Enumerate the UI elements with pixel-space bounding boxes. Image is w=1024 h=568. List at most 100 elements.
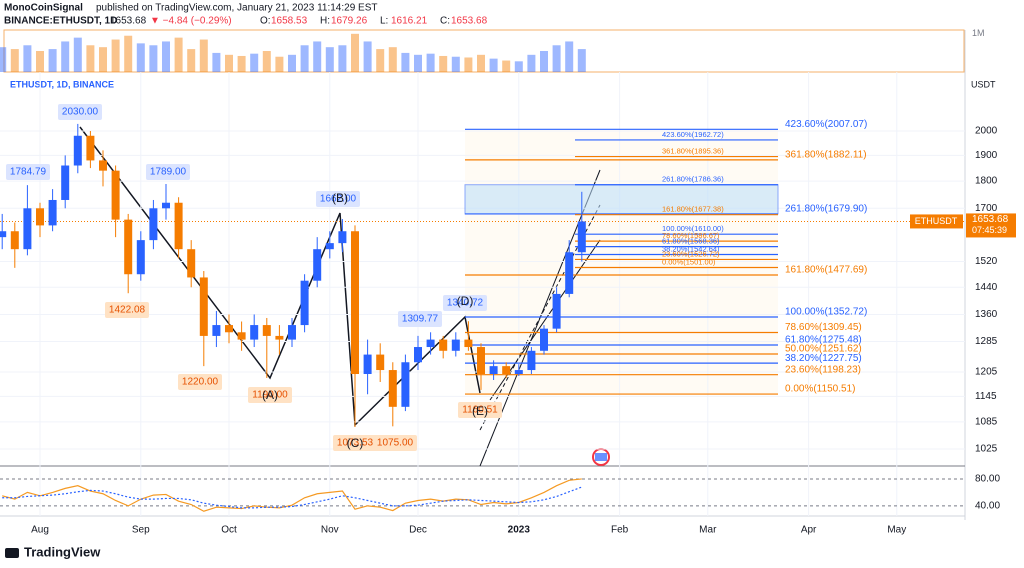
pivot-box [105,302,149,318]
volume-bar [388,47,397,72]
pivot-label: 1784.79 [10,167,47,178]
fib-label: 23.60%(1198.23) [785,364,861,375]
candle-body [187,249,196,278]
fib-label: 161.80%(1477.69) [785,265,867,276]
rsi-line [2,478,582,512]
brand: TradingView [24,544,101,559]
pivot-label: 1789.00 [150,167,187,178]
volume-bar [275,56,284,72]
rsi-tick-label: 40.00 [975,500,1000,511]
volume-bar [124,35,133,72]
ohlc-value: 1653.68 [451,16,488,27]
pivot-label: 1160.51 [462,405,498,416]
candle-body [489,366,498,375]
candle-body [288,325,296,340]
y-tick-label: 1085 [975,417,998,428]
last-price-box [966,213,1016,238]
candle-body [275,335,284,340]
volume-bar [187,49,196,72]
fib-label: 61.80%(1568.36) [662,237,720,246]
fib-box [464,184,779,215]
pattern-label: (D) [457,294,474,308]
pivot-label: 1662.00 [320,194,357,205]
fib-label: 161.80%(1677.38) [662,205,724,214]
candle-body [212,325,221,336]
pattern-label: (B) [332,191,348,205]
pivot-box [316,191,360,207]
candle-body [325,243,334,250]
x-tick-label: May [887,525,906,536]
pivot-box [443,295,487,311]
candle-body [99,160,107,171]
candle-body [162,202,170,209]
y-axis-label: USDT [971,79,996,89]
pattern-label: (A) [262,388,278,402]
fib-label: 423.60%(1962.72) [662,130,724,139]
ohlc-key: L: [380,16,388,27]
pivot-label: 1422.08 [109,305,146,316]
volume-bar [313,41,322,72]
rsi-line [2,486,583,509]
fib-label: 50.00%(1251.62) [785,344,862,355]
x-tick-label: Sep [132,525,150,536]
candle-body [401,362,410,407]
price: 1653.68 [110,16,147,27]
fib-label: 361.80%(1895.36) [662,147,724,156]
symbol: BINANCE:ETHUSDT, 1D [4,16,117,27]
volume-bar [225,54,233,72]
fib-label: 78.60%(1309.45) [785,322,862,333]
candle-body [565,252,574,294]
candle-body [225,325,233,333]
ohlc-value: 1616.21 [391,16,428,27]
fib-label: 0.00%(1150.51) [785,384,855,395]
x-tick-label: Apr [801,525,817,536]
volume-bar [552,45,561,72]
ohlc-key: O: [260,16,271,27]
pivot-box [458,402,502,418]
volume-bar [514,61,523,72]
y-tick-label: 1900 [975,150,998,161]
y-tick-label: 1025 [975,444,998,455]
candle-body [388,370,397,407]
candle-body [10,231,19,250]
y-tick-label: 1520 [975,256,998,267]
candle-body [262,325,271,336]
fib-label: 261.80%(1786.36) [662,175,724,184]
candle-body [73,135,82,166]
fib-label: 261.80%(1679.90) [785,204,867,215]
volume-bar [36,51,44,72]
volume-bar [300,45,309,72]
candle-body [464,339,473,348]
volume-bar [565,41,574,72]
candle-body [36,208,44,226]
y-tick-label: 1285 [975,336,998,347]
x-tick-label: 2023 [508,525,531,536]
volume-bar [577,49,586,72]
candle-body [540,328,548,351]
pivot-box [178,374,222,390]
pivot-box [146,164,190,180]
volume-bar [338,45,347,72]
published: published on TradingView.com, January 21… [96,3,377,14]
last-price-symbol-box [910,214,963,229]
candle-body [514,370,523,375]
candle-body [351,231,359,375]
candle-body [23,208,32,250]
candle-body [439,339,448,351]
x-tick-label: Nov [321,525,339,536]
y-tick-label: 1360 [975,309,998,320]
pivot-box [6,164,50,180]
volume-bar [48,49,57,72]
candle-body [174,202,183,250]
y-tick-label: 1205 [975,367,998,378]
candle-body [313,249,322,281]
volume-bar [162,41,170,72]
pivot-label: 1190.00 [252,390,288,401]
event-flag-icon [595,453,607,461]
candle-body [86,135,95,161]
fib-label: 38.20%(1542.64) [662,244,720,253]
pattern-label: (C) [347,436,364,450]
candle-body [477,347,485,375]
pivot-box [398,311,442,327]
